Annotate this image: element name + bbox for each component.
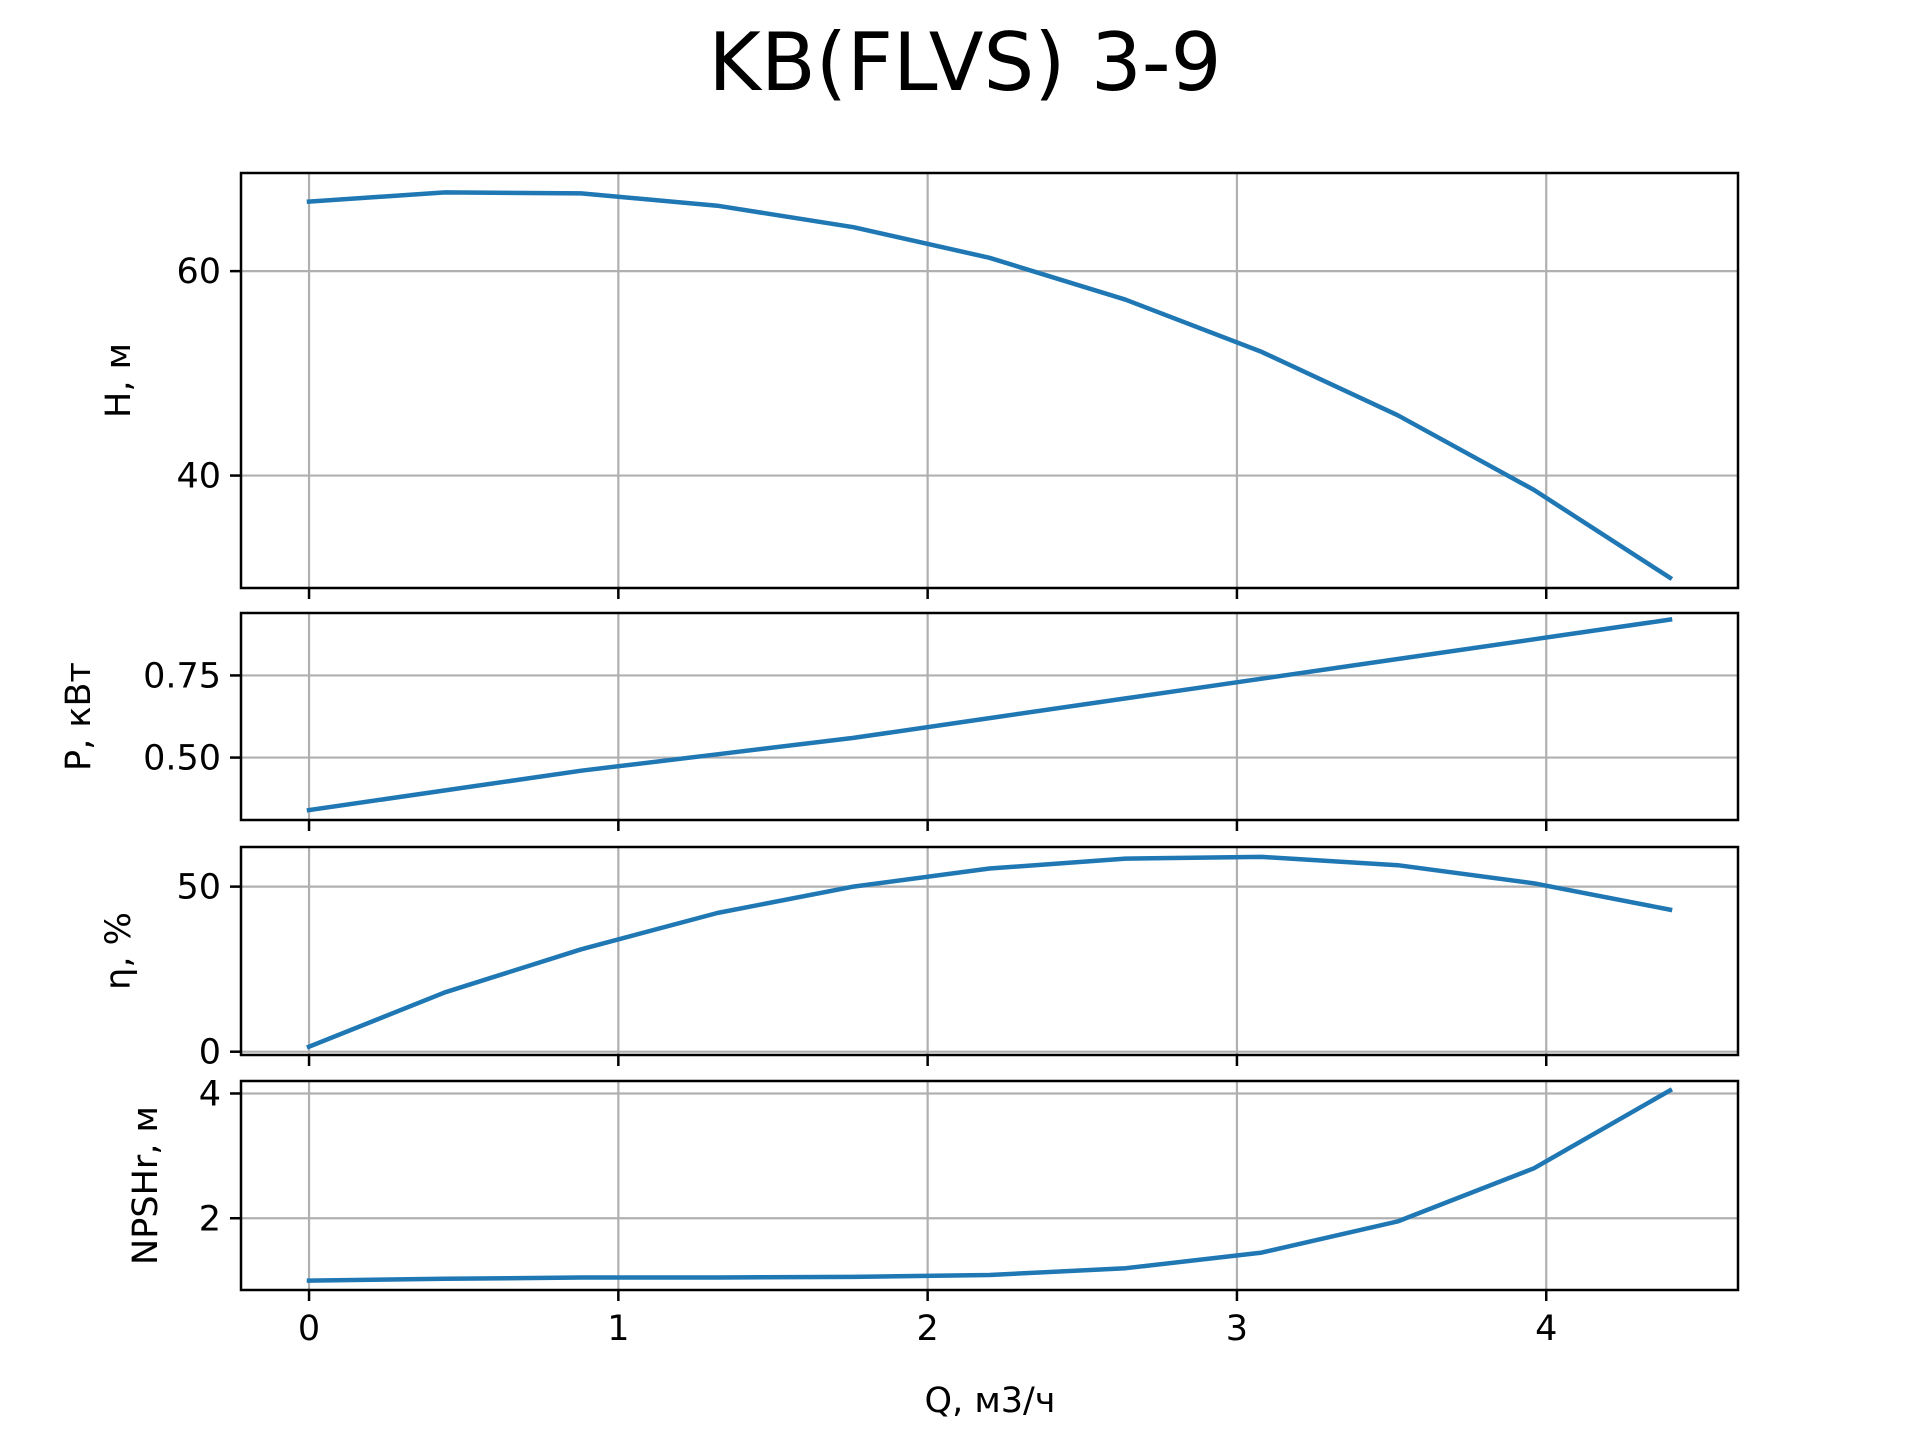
x-tick-label: 3: [1226, 1309, 1248, 1349]
y-tick-label: 50: [176, 868, 221, 908]
plot-frame: [239, 611, 1740, 822]
x-tick-label: 1: [607, 1309, 629, 1349]
subplot-1: 40 60 H, м: [99, 171, 1740, 599]
x-tick-label: 2: [916, 1309, 938, 1349]
subplot-2: 0.50 0.75 P, кВт: [59, 611, 1740, 831]
y-axis-label-3: η, %: [99, 912, 139, 990]
y-tick-label: 0: [199, 1033, 221, 1073]
series-line-4: [306, 1087, 1674, 1283]
series-line-3: [306, 854, 1673, 1050]
x-axis-label: Q, м3/ч: [925, 1381, 1056, 1421]
y-tick-label: 0.50: [143, 739, 221, 779]
y-tick-label: 0.75: [143, 656, 221, 696]
y-axis-label-4: NPSHr, м: [126, 1106, 166, 1265]
plot-frame: [239, 171, 1740, 590]
x-tick-label: 4: [1535, 1309, 1557, 1349]
plot-frame: [239, 1079, 1740, 1292]
y-tick-label: 2: [199, 1199, 221, 1239]
y-tick-label: 40: [176, 457, 221, 497]
y-tick-label: 60: [176, 252, 221, 292]
series-line-1: [306, 190, 1674, 581]
subplot-3: 0 50 η, %: [99, 845, 1740, 1073]
chart-title: KB(FLVS) 3-9: [708, 16, 1221, 109]
subplot-4: 2 4 NPSHr, м: [126, 1074, 1740, 1301]
y-axis-label-2: P, кВт: [59, 662, 99, 771]
plot-frame: [239, 845, 1740, 1057]
series-line-2: [306, 617, 1673, 813]
y-tick-label: 4: [199, 1074, 221, 1114]
x-tick-label: 0: [298, 1309, 320, 1349]
y-axis-label-1: H, м: [99, 343, 139, 418]
